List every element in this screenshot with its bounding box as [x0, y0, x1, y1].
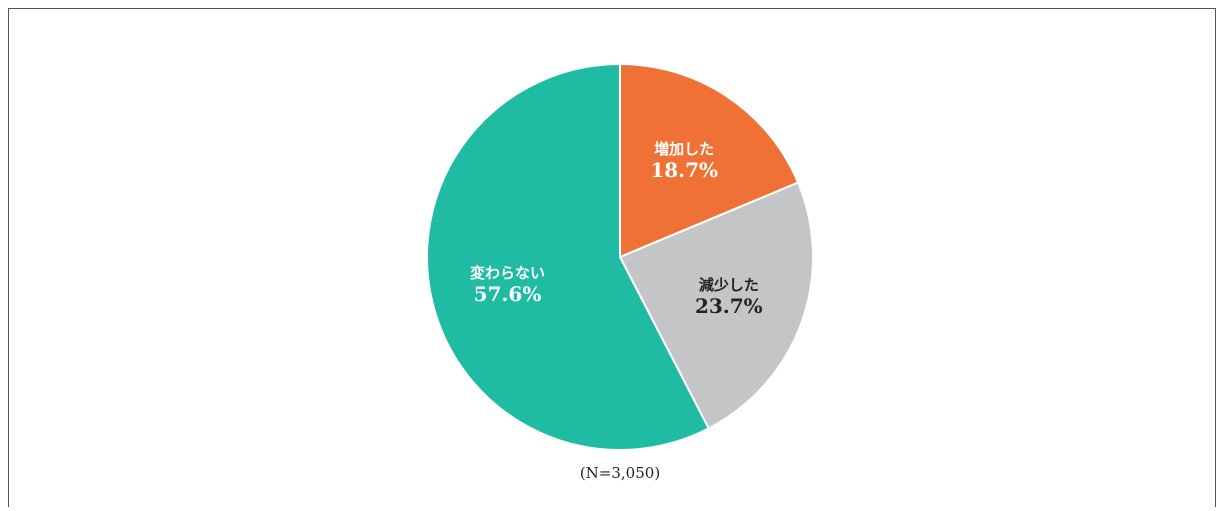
- pie-slice: [619, 62, 800, 259]
- pie-slice: [426, 62, 711, 451]
- value-label: 18.7%: [650, 158, 718, 182]
- value-label: 57.6%: [474, 282, 542, 306]
- pie-slice: [618, 181, 814, 430]
- frame: [8, 8, 1216, 507]
- slice-label: 増加した: [654, 140, 714, 158]
- slice-label: 減少した: [699, 276, 759, 294]
- value-label: 23.7%: [695, 294, 763, 318]
- slice-label: 変わらない: [470, 264, 545, 282]
- annotation: (N=3,050): [580, 464, 660, 482]
